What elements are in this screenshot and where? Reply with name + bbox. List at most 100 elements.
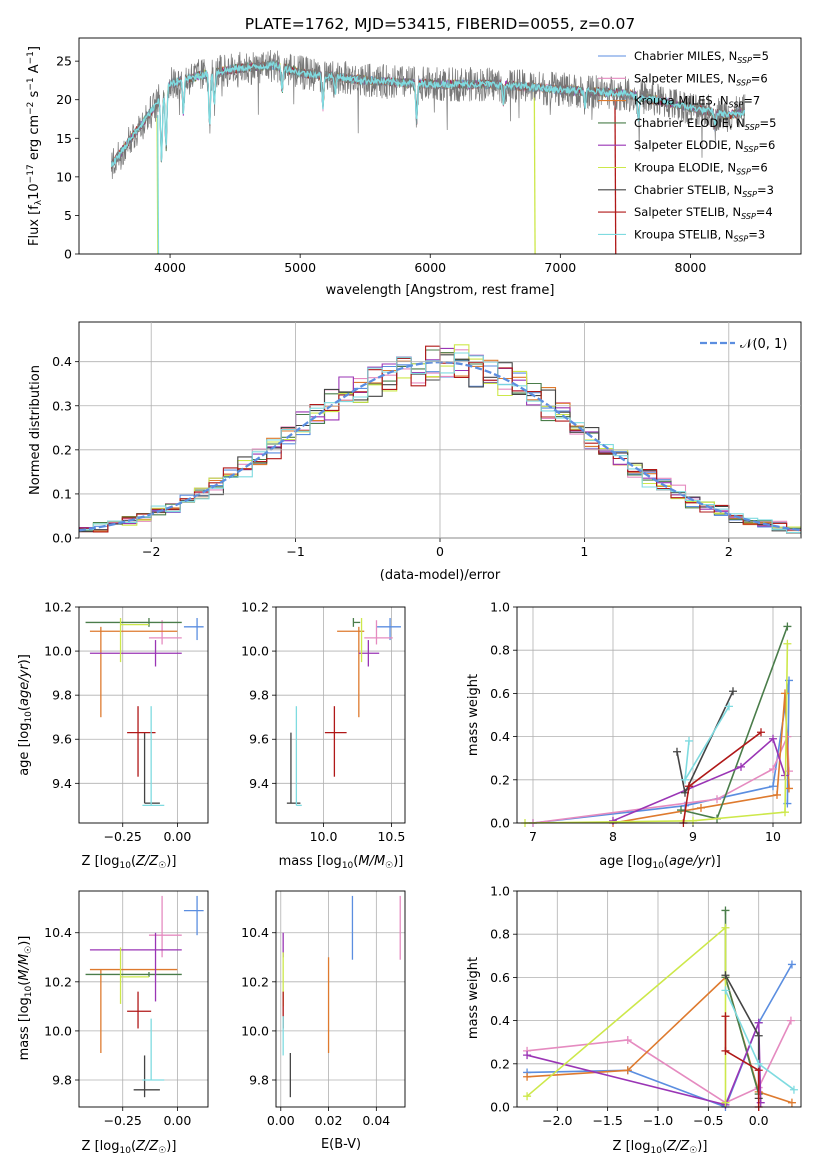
spectrum-model-drop	[533, 91, 536, 254]
spectrum-x-tick-label: 4000	[154, 260, 186, 275]
spectrum-model-drop	[157, 115, 160, 254]
weight-vs-age-y-tick-label: 0.8	[490, 643, 510, 658]
residuals-legend-label: 𝒩(0, 1)	[740, 337, 787, 352]
mass-vs-ebv-y-tick-label: 10.2	[241, 974, 269, 989]
spectrum-panel: 4000 5000 6000 7000 8000 0 5 10 15 20 25 wavelengt…	[26, 37, 802, 298]
weight-vs-age-point	[783, 639, 792, 648]
spectrum-axes: 4000 5000 6000 7000 8000 0 5 10 15 20 25	[56, 54, 706, 275]
residuals-x-tick-label: 2	[725, 544, 733, 559]
age-vs-mass-x-tick-label: 10.0	[310, 829, 338, 844]
weight-vs-age-panel: 7 8 9 10 0.0 0.2 0.4 0.6 0.8 1.0	[490, 600, 802, 844]
weight-vs-z-y-tick-label: 0.8	[490, 927, 510, 942]
residuals-panel: −2 −1 0 1 2 0.0 0.1 0.2 0.3 0.4 (data-model)/erro…	[28, 321, 802, 583]
weight-vs-age-point	[609, 816, 617, 825]
weight-vs-age-x-tick-label: 10	[765, 829, 781, 844]
age-vs-z-x-label: Z [log10(Z/Z☉)]	[82, 854, 177, 871]
spectrum-legend-label: Chabrier MILES, NSSP=5	[634, 49, 769, 65]
spectrum-legend-label: Salpeter STELIB, NSSP=4	[634, 205, 773, 221]
weight-vs-z-y-label: mass weight	[466, 957, 481, 1039]
weight-vs-z-y-tick-label: 0.4	[490, 1013, 510, 1028]
residuals-y-tick-label: 0.4	[52, 354, 72, 369]
residuals-y-tick-label: 0.1	[52, 486, 72, 501]
spectrum-observed	[111, 49, 746, 180]
age-vs-z-y-tick-label: 10.2	[44, 600, 72, 615]
mass-vs-ebv-y-tick-label: 10.0	[241, 1023, 269, 1038]
spectrum-y-tick-label: 25	[56, 54, 72, 69]
weight-vs-age-point	[781, 689, 789, 698]
weight-vs-z-point	[523, 1092, 532, 1101]
weight-vs-age-y-label: mass weight	[466, 674, 481, 756]
mass-vs-z-y-tick-label: 10.0	[44, 1023, 72, 1038]
mass-vs-ebv-x-tick-label: 0.02	[315, 1113, 343, 1128]
weight-vs-age-point	[685, 736, 693, 745]
weight-vs-age-x-label: age [log10(age/yr)]	[599, 854, 721, 871]
weight-vs-z-y-tick-label: 0.2	[490, 1056, 510, 1071]
weight-vs-z-series-salpeter_elodie	[526, 1022, 762, 1106]
age-vs-mass-x-tick-label: 10.5	[377, 829, 405, 844]
weight-vs-age-series-chabrier_miles	[532, 680, 790, 824]
weight-vs-age-point	[783, 622, 792, 631]
weight-vs-z-point	[623, 1036, 632, 1045]
spectrum-y-tick-label: 20	[56, 92, 72, 107]
spectrum-model-kroupa-stelib-top	[110, 60, 746, 168]
spectrum-legend-label: Salpeter ELODIE, NSSP=6	[634, 138, 775, 154]
weight-vs-age-point	[677, 806, 685, 815]
weight-vs-age-point	[713, 795, 721, 804]
weight-vs-age-x-tick-label: 8	[609, 829, 617, 844]
weight-vs-age-y-tick-label: 0.4	[490, 729, 510, 744]
residuals-y-tick-label: 0.0	[52, 531, 72, 546]
weight-vs-age-frame	[516, 606, 802, 824]
spectrum-legend-label: Chabrier STELIB, NSSP=3	[634, 183, 774, 199]
mass-vs-z-panel: −0.25 0.00 9.8 10.0 10.2 10.4	[44, 890, 209, 1128]
weight-vs-z-point	[721, 986, 730, 995]
spectrum-legend-label: Kroupa MILES, NSSP=7	[634, 94, 760, 110]
weight-vs-age-series-salpeter_elodie	[612, 737, 786, 822]
spectrum-legend-label: Chabrier ELODIE, NSSP=5	[634, 116, 776, 132]
age-vs-z-y-tick-label: 9.8	[52, 688, 72, 703]
weight-vs-z-point	[721, 923, 730, 932]
mass-vs-ebv-y-tick-label: 10.4	[241, 925, 269, 940]
age-vs-mass-panel: 10.0 10.5 9.4 9.6 9.8 10.0 10.2	[241, 600, 406, 844]
spectrum-y-tick-label: 10	[56, 169, 72, 184]
age-vs-z-y-tick-label: 9.4	[52, 776, 72, 791]
weight-vs-age-y-tick-label: 1.0	[490, 600, 510, 615]
weight-vs-z-point	[754, 1059, 763, 1068]
weight-vs-age-point	[673, 747, 681, 756]
spectrum-y-tick-label: 5	[64, 208, 72, 223]
weight-vs-age-point	[769, 765, 777, 773]
mass-vs-ebv-y-tick-label: 9.8	[249, 1073, 269, 1088]
weight-vs-age-point	[737, 762, 745, 771]
spectrum-x-tick-label: 5000	[284, 260, 316, 275]
residuals-y-tick-label: 0.3	[52, 398, 72, 413]
weight-vs-z-frame	[516, 890, 802, 1108]
weight-vs-age-y-tick-label: 0.0	[490, 816, 510, 831]
weight-vs-age-point	[729, 687, 737, 696]
weight-vs-z-y-tick-label: 1.0	[490, 884, 510, 899]
mass-vs-z-y-tick-label: 10.2	[44, 974, 72, 989]
weight-vs-z-series-salpeter_stelib	[724, 1016, 760, 1107]
weight-vs-age-point	[689, 816, 697, 825]
weight-vs-age-x-tick-label: 9	[689, 829, 697, 844]
weight-vs-age-point	[769, 782, 777, 791]
weight-vs-age-point	[769, 734, 777, 743]
small-panel-labels: age [log10(age/yr)] Z [log10(Z/Z☉)] mass…	[17, 654, 721, 1156]
age-vs-mass-x-label: mass [log10(M/M☉)]	[279, 854, 404, 871]
spectrum-lines	[110, 49, 746, 254]
weight-vs-age-point	[685, 782, 693, 791]
age-vs-mass-y-tick-label: 9.6	[249, 732, 269, 747]
mass-vs-z-y-tick-label: 10.4	[44, 925, 72, 940]
weight-vs-z-point	[787, 1098, 796, 1107]
age-vs-z-frame	[78, 606, 209, 824]
age-vs-mass-y-tick-label: 9.4	[249, 776, 269, 791]
weight-vs-z-point	[754, 1031, 763, 1040]
weight-vs-age-series-kroupa_elodie	[524, 643, 789, 824]
age-vs-mass-y-tick-label: 10.0	[241, 644, 269, 659]
weight-vs-z-panel: −2.0 −1.5 −1.0 −0.5 0.0 0.0 0.2 0.4 0.6 0.8 1.0	[490, 884, 802, 1128]
weight-vs-z-point	[623, 1066, 632, 1075]
weight-vs-age-point	[681, 775, 689, 784]
residuals-y-label: Normed distribution	[28, 365, 43, 495]
spectrum-y-tick-label: 15	[56, 131, 72, 146]
age-vs-mass-frame	[275, 606, 406, 824]
residuals-x-tick-label: 1	[580, 544, 588, 559]
